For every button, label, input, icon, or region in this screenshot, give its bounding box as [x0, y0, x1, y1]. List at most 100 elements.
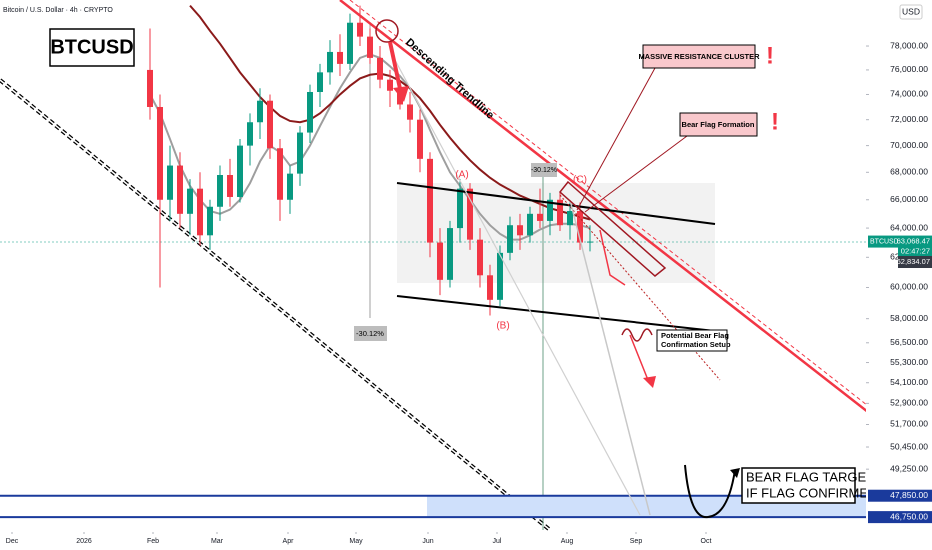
- exclamation: !: [771, 108, 779, 135]
- x-tick-label: Jul: [493, 538, 502, 545]
- x-tick-label: Apr: [283, 538, 295, 545]
- candle-body: [357, 22, 363, 37]
- candle-body: [407, 104, 413, 120]
- level-label-bg: [868, 489, 932, 502]
- last-price-bg: [898, 235, 932, 258]
- candle-body: [307, 91, 313, 133]
- candle-body: [427, 158, 433, 243]
- flag-bottom: [396, 295, 716, 332]
- y-tick-label: 72,000.00: [890, 114, 928, 124]
- y-tick-label: 49,250.00: [890, 463, 928, 473]
- callout-text: MASSIVE RESISTANCE CLUSTER: [638, 52, 760, 61]
- y-tick-label: 74,000.00: [890, 89, 928, 99]
- percent-label: -30.12%: [356, 329, 384, 338]
- candle-body: [537, 213, 543, 221]
- y-tick-label: 56,500.00: [890, 337, 928, 347]
- currency-label: USD: [902, 6, 920, 16]
- callout-line: [584, 135, 688, 213]
- candle-body: [147, 69, 153, 107]
- y-tick-label: 66,000.00: [890, 194, 928, 204]
- candle-body: [387, 79, 393, 91]
- candle-body: [547, 199, 553, 221]
- y-tick-label: 50,450.00: [890, 441, 928, 451]
- candle-body: [347, 22, 353, 64]
- target-arrow-head: [730, 468, 740, 478]
- candle-body: [467, 188, 473, 240]
- x-tick-label: May: [349, 538, 363, 545]
- x-tick-label: 2026: [76, 538, 92, 545]
- symbol-title: BTCUSD: [50, 36, 133, 58]
- prev-price-bg: [898, 256, 932, 269]
- y-tick-label: 51,700.00: [890, 419, 928, 429]
- projection-arrow: [569, 199, 651, 516]
- flag-top: [396, 182, 716, 225]
- callout-box: [679, 112, 758, 137]
- candle-body: [437, 242, 443, 280]
- x-tick-label: Sep: [630, 538, 643, 545]
- candle-body: [247, 122, 253, 146]
- projection-arrow: [394, 59, 641, 516]
- level-label: 47,850.00: [890, 490, 928, 500]
- prev-price-label: 62,834.07: [897, 257, 930, 266]
- candle-body: [487, 275, 493, 300]
- callout-box: [656, 329, 728, 352]
- descending-trendline: [339, 0, 932, 463]
- price-axis-panel: [866, 0, 932, 550]
- candle-body: [207, 206, 213, 236]
- candle-body: [517, 225, 523, 236]
- x-tick-label: Dec: [6, 538, 19, 545]
- percent-box: [531, 163, 557, 177]
- candle-body: [577, 210, 583, 243]
- callout-line: [576, 67, 656, 211]
- candle-body: [227, 174, 233, 197]
- projection: [559, 194, 721, 381]
- candle-body: [287, 173, 293, 200]
- support-trendline-inner: [0, 79, 551, 531]
- exclamation: !: [766, 42, 774, 69]
- candle-body: [177, 165, 183, 214]
- symbol-label: BTCUSD: [870, 238, 899, 245]
- candle-body: [187, 188, 193, 214]
- candle-body: [567, 210, 573, 226]
- x-tick-label: Aug: [561, 538, 574, 545]
- descending-trendline-dashed: [349, 0, 932, 457]
- callout-text: Bear Flag Formation: [682, 120, 755, 129]
- level-label-bg: [868, 511, 932, 524]
- candle-body: [237, 145, 243, 197]
- candle-body: [497, 252, 503, 300]
- highlight-circle: [375, 19, 399, 43]
- red-arrow-head: [643, 376, 656, 388]
- flag-zone: [397, 183, 715, 283]
- candle-body: [257, 100, 263, 123]
- red-arrow: [629, 334, 649, 381]
- percent-label: -30.12%: [531, 167, 557, 174]
- resistance-box: [558, 180, 667, 277]
- level-label: 46,750.00: [890, 511, 928, 521]
- target-text: BEAR FLAG TARGET: [746, 469, 874, 484]
- candle-body: [377, 57, 383, 80]
- last-price-label: 63,068.47: [897, 237, 930, 246]
- percent-box: [354, 326, 387, 341]
- y-tick-label: 52,900.00: [890, 398, 928, 408]
- candle-body: [367, 36, 373, 58]
- callout-text: Potential Bear Flag: [661, 331, 729, 340]
- candle-body: [277, 148, 283, 200]
- candle-body: [267, 100, 273, 149]
- currency-box: [899, 4, 923, 20]
- red-arrow-head: [393, 86, 409, 102]
- wave-label: (C): [573, 175, 587, 186]
- symbol-box: [49, 28, 135, 67]
- y-tick-label: 70,000.00: [890, 140, 928, 150]
- x-tick-label: Jun: [422, 538, 433, 545]
- candle-body: [417, 119, 423, 159]
- candle-body: [197, 188, 203, 236]
- x-tick-label: Oct: [701, 538, 712, 545]
- candle-body: [557, 199, 563, 226]
- y-tick-label: 78,000.00: [890, 40, 928, 50]
- y-tick-label: 68,000.00: [890, 167, 928, 177]
- candle-body: [167, 165, 173, 200]
- candle-body: [457, 188, 463, 229]
- candle-body: [477, 239, 483, 276]
- y-tick-label: 54,100.00: [890, 377, 928, 387]
- candle-body: [157, 106, 163, 200]
